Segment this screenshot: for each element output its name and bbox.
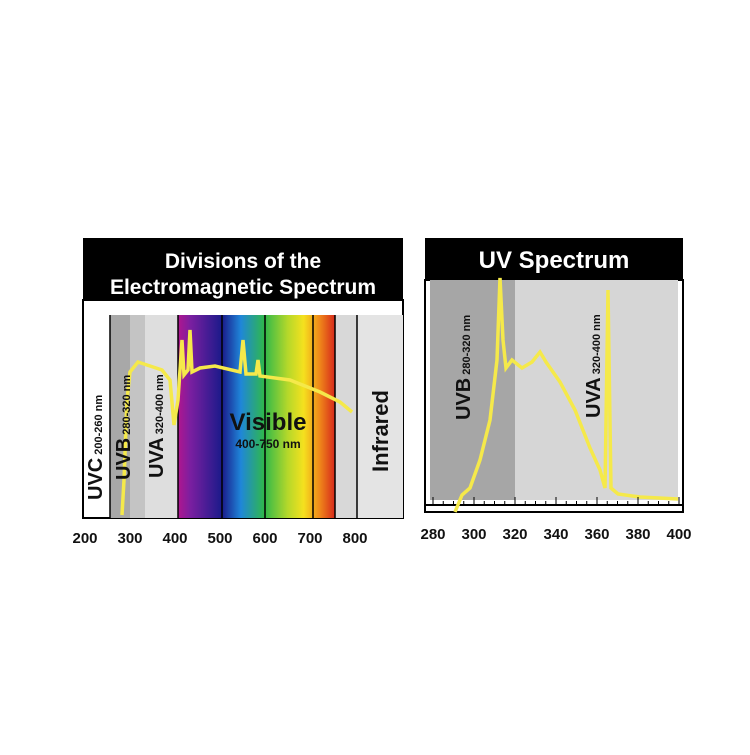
region-label: UVB280-320 nm	[453, 315, 475, 420]
region-label: UVA320-400 nm	[146, 374, 168, 478]
dividers	[109, 315, 358, 518]
tick-label: 360	[584, 526, 609, 543]
band	[357, 315, 403, 518]
header	[83, 238, 403, 300]
band	[335, 315, 357, 518]
tick-label: 340	[543, 526, 568, 543]
region-label: UVB280-320 nm	[113, 375, 135, 480]
right-panel: UV Spectrum UVB280-320 nm UVA320-400 nm …	[420, 238, 692, 543]
tick-label: 300	[461, 526, 486, 543]
visible-range: 400-750 nm	[235, 437, 300, 451]
spectrum-curve	[120, 329, 354, 516]
title: Electromagnetic Spectrum	[110, 276, 376, 299]
tick-label: 700	[297, 530, 322, 547]
header	[425, 238, 683, 280]
tick-label: 280	[420, 526, 445, 543]
tick-label: 380	[625, 526, 650, 543]
infrared-label: Infrared	[368, 390, 393, 472]
axis: 200 300 400 500 600 700 800	[72, 530, 367, 547]
region-label: UVA320-400 nm	[583, 314, 605, 418]
tick-label: 400	[162, 530, 187, 547]
tick-label: 200	[72, 530, 97, 547]
title: Divisions of the	[165, 250, 321, 273]
tick-label: 300	[117, 530, 142, 547]
axis: 280 300 320 340 360 380 400	[420, 497, 692, 543]
tick-label: 320	[502, 526, 527, 543]
region-label: UVC200-260 nm	[85, 395, 107, 500]
tick-label: 600	[252, 530, 277, 547]
tick-label: 500	[207, 530, 232, 547]
visible-label: Visible	[230, 409, 307, 436]
visible-band	[178, 315, 335, 518]
tick-label: 800	[342, 530, 367, 547]
spectrum-curve	[453, 277, 679, 513]
tick-label: 400	[666, 526, 691, 543]
title: UV Spectrum	[479, 247, 630, 274]
left-panel: Divisions of the Electromagnetic Spectru…	[72, 238, 404, 547]
